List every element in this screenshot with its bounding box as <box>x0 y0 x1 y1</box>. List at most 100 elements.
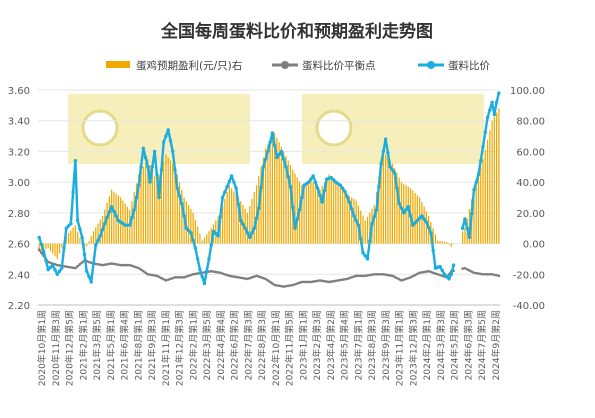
profit-bar <box>396 172 398 244</box>
balance-point <box>345 277 349 281</box>
chart-title: 全国每周蛋料比价和预期盈利走势图 <box>160 21 433 42</box>
ratio-point <box>370 221 374 226</box>
profit-bar <box>321 185 323 244</box>
ratio-point <box>80 235 84 240</box>
profit-bar <box>341 189 344 244</box>
balance-point <box>277 284 281 288</box>
profit-bar <box>310 179 312 244</box>
ratio-point <box>356 223 361 227</box>
balance-point <box>404 277 408 281</box>
profit-bar <box>391 163 394 244</box>
balance-point <box>488 272 492 276</box>
profit-bar <box>452 243 455 245</box>
profit-bar <box>480 166 482 244</box>
profit-bar <box>348 195 351 244</box>
profit-bar <box>271 136 274 244</box>
balance-point <box>341 278 344 281</box>
profit-bar <box>477 174 480 244</box>
balance-point <box>175 276 179 279</box>
profit-bar <box>201 240 203 244</box>
ratio-point <box>66 224 71 228</box>
profit-bar <box>289 165 292 244</box>
balance-point <box>110 262 113 265</box>
balance-point <box>103 263 107 266</box>
balance-point <box>359 274 363 278</box>
ratio-point <box>306 180 311 184</box>
balance-point <box>386 273 390 277</box>
balance-point <box>280 284 283 288</box>
profit-bar <box>425 211 428 244</box>
ratio-point <box>71 190 75 194</box>
profit-bar <box>219 212 221 244</box>
profit-bar <box>52 243 54 254</box>
ratio-point <box>139 165 143 169</box>
balance-point <box>178 276 181 279</box>
ratio-point <box>338 183 343 187</box>
x-tick-label-29: 2024年3月第3周 <box>435 310 447 380</box>
x-tick-label-20: 2023年2月第3周 <box>311 310 323 380</box>
x-tick-label-25: 2023年9月第3周 <box>380 310 392 380</box>
balance-point <box>318 279 322 282</box>
x-tick-label-21: 2023年4月第2周 <box>325 310 337 380</box>
ratio-point <box>331 178 336 182</box>
profit-bar <box>262 157 264 244</box>
ratio-point <box>343 189 347 194</box>
profit-bar <box>398 177 400 244</box>
ratio-point <box>223 190 227 194</box>
balance-point <box>246 277 249 281</box>
ratio-point <box>216 234 220 238</box>
ratio-point <box>297 208 302 212</box>
balance-point <box>477 272 480 275</box>
ratio-point <box>494 100 499 104</box>
balance-point <box>463 266 467 270</box>
balance-point <box>126 263 129 267</box>
balance-point <box>305 280 308 284</box>
ratio-point <box>352 214 356 218</box>
x-tick-label-32: 2024年7月第5周 <box>476 310 488 380</box>
balance-point <box>142 269 145 273</box>
ratio-point <box>266 149 270 154</box>
balance-point <box>252 275 256 278</box>
ratio-point <box>73 158 78 163</box>
balance-point <box>323 279 326 283</box>
ratio-point <box>408 214 413 218</box>
balance-point <box>128 263 132 267</box>
ratio-point <box>211 229 216 233</box>
ratio-point <box>173 168 177 172</box>
ratio-point <box>87 274 91 279</box>
profit-bar <box>169 160 172 244</box>
profit-bar <box>56 243 58 259</box>
profit-bar <box>72 227 74 244</box>
balance-point <box>273 283 276 287</box>
ratio-point <box>177 194 182 198</box>
balance-point <box>40 251 43 255</box>
balance-point <box>98 263 102 266</box>
ratio-point <box>261 165 266 169</box>
ratio-point <box>315 186 320 190</box>
ratio-point <box>420 214 424 218</box>
balance-point <box>298 281 301 285</box>
balance-point <box>132 265 136 268</box>
ratio-point <box>114 214 118 218</box>
ratio-point <box>193 246 198 250</box>
ratio-point <box>175 186 179 190</box>
profit-bar <box>158 175 160 244</box>
ratio-point <box>406 205 410 209</box>
ratio-point <box>311 174 315 178</box>
profit-bar <box>414 192 416 244</box>
balance-point <box>325 280 329 283</box>
balance-point <box>361 274 365 278</box>
ratio-point <box>340 186 345 190</box>
profit-bar <box>74 225 76 244</box>
profit-bar <box>296 177 298 244</box>
profit-bar <box>251 199 253 244</box>
balance-point <box>58 264 61 267</box>
ratio-point <box>39 242 44 247</box>
balance-point <box>268 280 272 284</box>
balance-point <box>327 280 331 284</box>
x-tick-label-26: 2023年11月第1周 <box>394 310 406 386</box>
balance-point <box>332 279 335 283</box>
profit-bar <box>58 243 61 254</box>
balance-point <box>336 279 340 282</box>
ratio-point <box>345 195 349 199</box>
